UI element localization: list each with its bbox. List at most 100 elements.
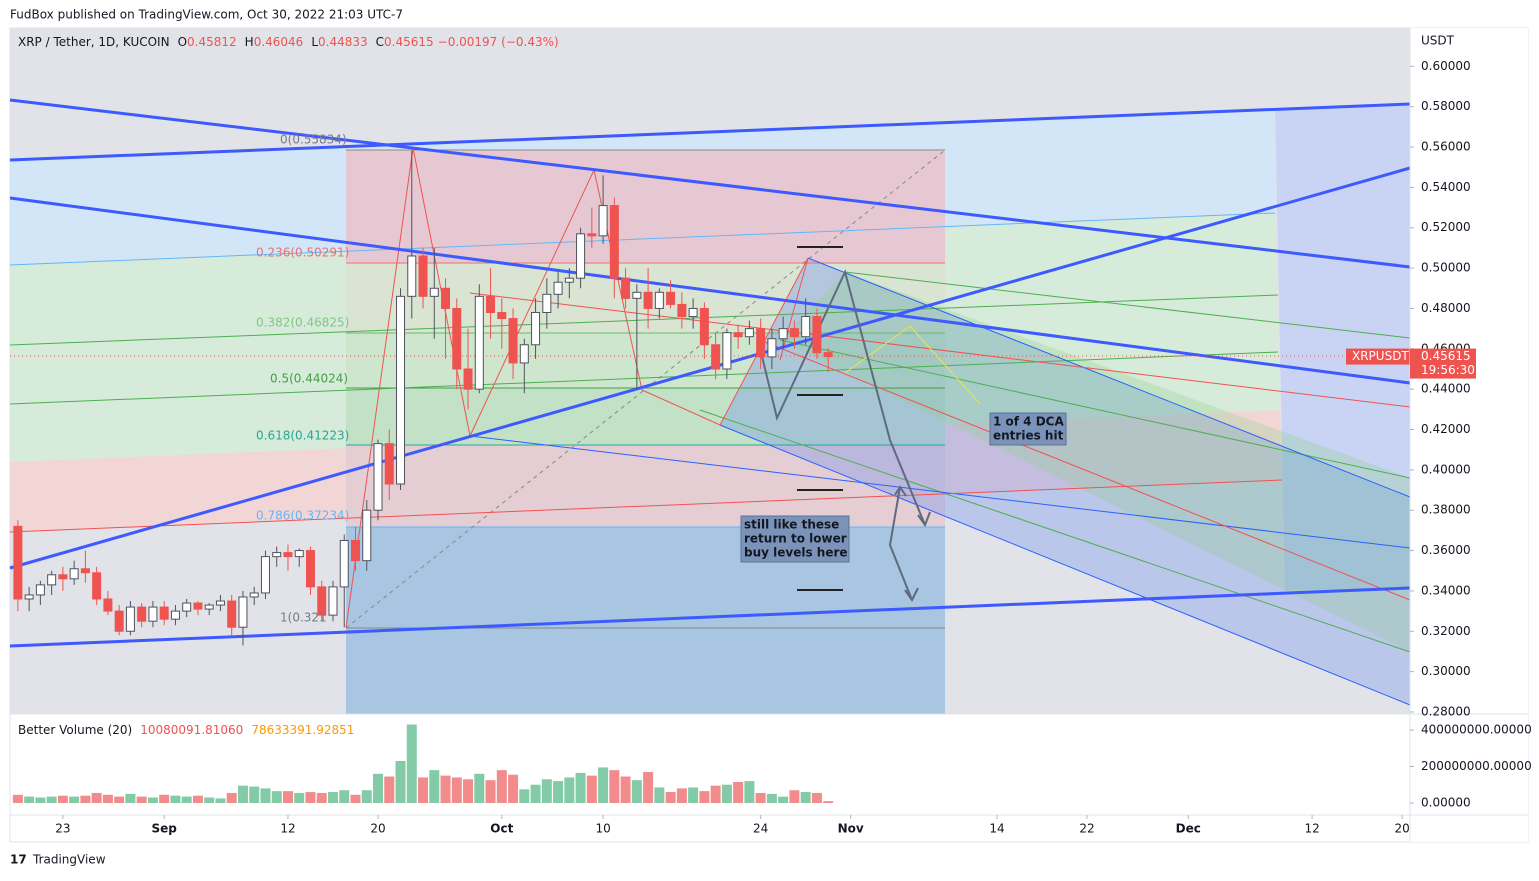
- legend-key: H: [245, 35, 254, 49]
- volume-bar: [463, 779, 474, 803]
- volume-bar: [800, 792, 811, 803]
- volume-bar: [508, 774, 519, 803]
- candle-body: [733, 332, 743, 338]
- volume-bar: [530, 784, 541, 803]
- volume-ma: 78633391.92851: [251, 723, 354, 737]
- candle-body: [677, 303, 687, 318]
- candle-body: [609, 205, 619, 279]
- volume-bar: [192, 795, 203, 803]
- volume-bar: [575, 772, 586, 803]
- volume-bar: [35, 797, 46, 803]
- logo-mark: 17: [10, 853, 27, 867]
- candle-body: [823, 352, 833, 358]
- volume-bar: [102, 794, 113, 803]
- candle-body: [587, 233, 597, 237]
- candle-body: [699, 307, 709, 346]
- fib-label: 0(0.55834): [280, 133, 347, 147]
- volume-bar: [744, 781, 755, 803]
- candle-body: [238, 596, 248, 628]
- volume-bar: [373, 773, 384, 803]
- candle-body: [407, 255, 417, 297]
- legend-value: 0.45615: [384, 35, 434, 49]
- volume-bar: [294, 792, 305, 803]
- candle-body: [227, 600, 237, 628]
- candle-body: [756, 328, 766, 358]
- footer-logo: TradingView: [32, 853, 106, 867]
- volume-bar: [688, 787, 699, 803]
- volume-bar: [170, 795, 181, 803]
- volume-tick-label: 200000000.00000: [1421, 759, 1532, 773]
- y-tick-label: 0.34000: [1421, 583, 1471, 597]
- volume-bar: [699, 791, 710, 803]
- candle-body: [148, 606, 158, 622]
- candle-body: [441, 287, 451, 309]
- volume-bar: [823, 801, 834, 803]
- y-tick-label: 0.36000: [1421, 543, 1471, 557]
- candle-body: [350, 539, 360, 562]
- volume-bar: [215, 798, 226, 803]
- volume-bar: [451, 777, 462, 803]
- y-tick-label: 0.42000: [1421, 422, 1471, 436]
- volume-bar: [586, 775, 597, 803]
- y-tick-label: 0.54000: [1421, 180, 1471, 194]
- candle-body: [58, 574, 68, 580]
- volume-bar: [91, 792, 102, 803]
- candle-body: [215, 600, 225, 606]
- candle-body: [643, 291, 653, 309]
- note-text: 1 of 4 DCA: [993, 415, 1064, 429]
- candles: [12, 151, 834, 803]
- countdown: 19:56:30: [1421, 363, 1475, 377]
- volume-bar: [327, 792, 338, 803]
- fib-label: 0.5(0.44024): [270, 372, 348, 386]
- volume-bar: [811, 792, 822, 803]
- candle-body: [429, 287, 439, 297]
- x-tick-label: Nov: [838, 822, 864, 836]
- volume-value: 10080091.81060: [140, 723, 243, 737]
- legend-title: XRP / Tether, 1D, KUCOIN: [18, 35, 170, 49]
- volume-bar: [778, 796, 789, 803]
- y-tick-label: 0.60000: [1421, 59, 1471, 73]
- legend-value: 0.44833: [318, 35, 368, 49]
- candle-body: [69, 568, 79, 580]
- candle-body: [801, 316, 811, 338]
- candle-body: [621, 277, 631, 299]
- volume-bar: [519, 789, 530, 803]
- volume-bar: [136, 796, 147, 803]
- fib-label: 0.236(0.50291): [256, 246, 349, 260]
- volume-bar: [665, 792, 676, 803]
- volume-bar: [24, 796, 35, 803]
- volume-bar: [181, 796, 192, 803]
- volume-bar: [733, 782, 744, 803]
- volume-bar: [429, 770, 440, 803]
- volume-bar: [69, 796, 80, 803]
- y-tick-label: 0.52000: [1421, 220, 1471, 234]
- x-tick-label: Sep: [151, 822, 177, 836]
- x-tick-label: 12: [280, 822, 295, 836]
- volume-bar: [237, 785, 248, 803]
- volume-bar: [631, 780, 642, 803]
- candle-body: [249, 592, 259, 598]
- fib-label: 0.786(0.37234): [256, 509, 349, 523]
- volume-bar: [147, 797, 158, 803]
- candle-body: [564, 277, 574, 283]
- price-axis-bg: [1410, 28, 1528, 842]
- candle-body: [452, 307, 462, 370]
- candle-body: [47, 574, 57, 586]
- volume-bar: [676, 788, 687, 803]
- candle-body: [103, 598, 113, 612]
- volume-bar: [485, 780, 496, 803]
- candle-body: [35, 584, 45, 596]
- price-tag-bg: [1346, 348, 1410, 365]
- note-text: still like these: [744, 518, 839, 532]
- volume-bar: [305, 792, 316, 803]
- candle-body: [294, 550, 304, 558]
- candle-body: [13, 525, 23, 600]
- candle-body: [688, 307, 698, 318]
- legend-value: 0.45812: [187, 35, 237, 49]
- candle-body: [474, 295, 484, 390]
- candle-body: [519, 344, 529, 364]
- y-tick-label: 0.56000: [1421, 140, 1471, 154]
- volume-bar: [260, 788, 271, 803]
- volume-bar: [710, 785, 721, 803]
